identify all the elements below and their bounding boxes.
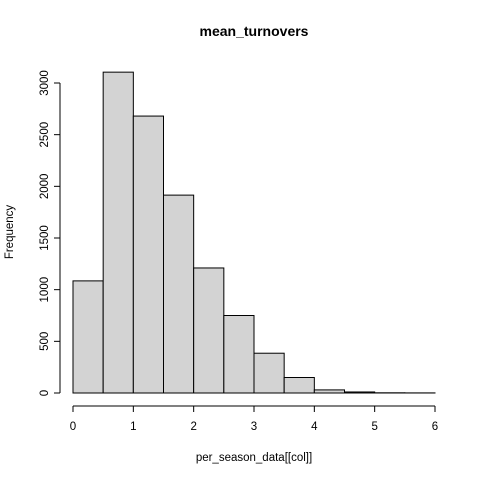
y-tick-label: 2000 [39,174,51,200]
x-axis: 0 1 2 3 4 5 6 [70,405,438,433]
x-tick-label: 6 [432,421,438,433]
y-tick-label: 3000 [39,70,51,96]
y-tick-label: 1500 [39,225,51,251]
histogram-bar [223,315,255,394]
histogram-bar [344,391,376,394]
histogram-bar [72,280,104,394]
x-tick-label: 0 [70,421,76,433]
x-tick-label: 1 [130,421,136,433]
chart-title: mean_turnovers [200,23,309,39]
x-tick-label: 5 [371,421,377,433]
histogram-bar [253,352,285,394]
y-tick-label: 0 [39,390,51,396]
x-tick-label: 3 [251,421,257,433]
histogram-bars [72,71,436,394]
histogram-bar [313,389,346,394]
histogram-bar [132,115,164,394]
y-axis-label: Frequency [4,205,16,260]
y-tick-label: 500 [39,332,51,351]
histogram-bar [193,267,225,394]
y-tick-label: 1000 [39,277,51,303]
histogram-bar [102,71,134,394]
histogram-bar [283,377,315,394]
y-tick-label: 2500 [39,122,51,148]
x-axis-label: per_season_data[[col]] [196,452,312,464]
x-tick-label: 4 [311,421,318,433]
histogram-bar [163,194,195,394]
y-axis: 0 500 1000 1500 2000 2500 3000 [39,70,61,396]
x-tick-label: 2 [190,421,196,433]
